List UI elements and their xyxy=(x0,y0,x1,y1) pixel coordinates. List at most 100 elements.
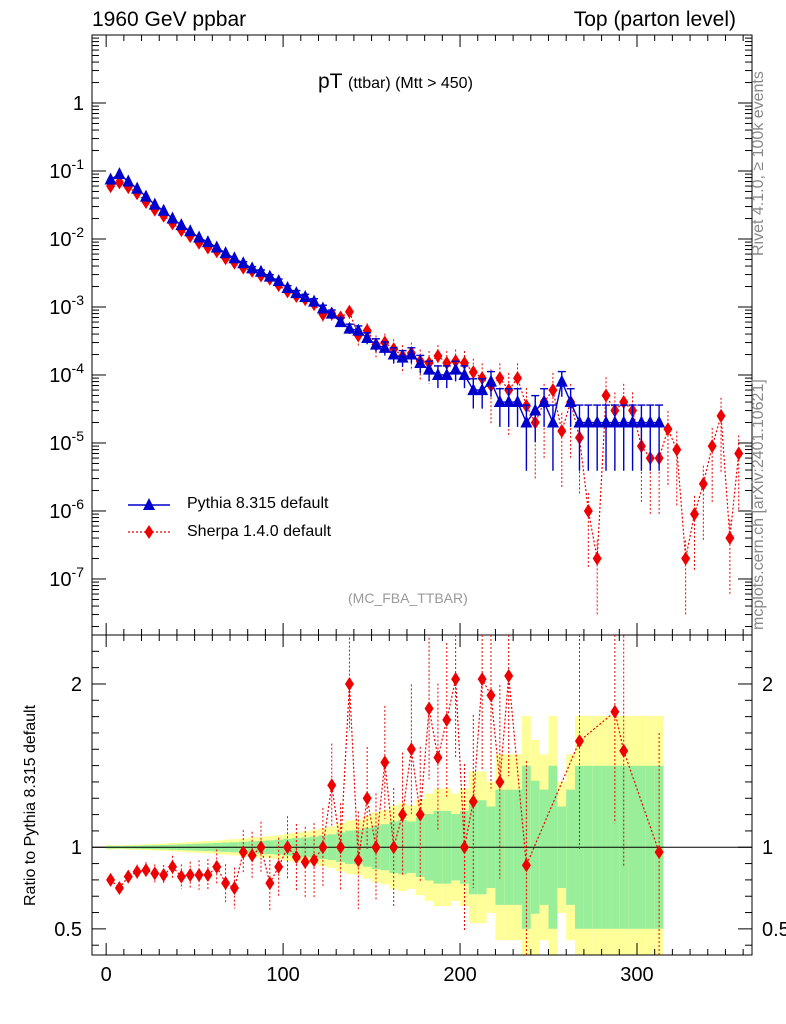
pythia-point xyxy=(210,240,223,253)
ratio-point xyxy=(141,863,151,878)
sherpa-point xyxy=(689,507,699,522)
pythia-point xyxy=(281,281,294,294)
ratio-point xyxy=(486,688,496,703)
y-tick-label: 10-4 xyxy=(49,360,84,387)
pythia-point xyxy=(361,330,374,343)
sherpa-point xyxy=(698,476,708,491)
ratio-point xyxy=(238,845,248,860)
pythia-point xyxy=(396,350,409,363)
ratio-point xyxy=(398,807,408,822)
legend-label-pythia: Pythia 8.315 default xyxy=(187,495,329,512)
pythia-point xyxy=(316,301,329,314)
chart-title-sub: (ttbar) (Mtt > 450) xyxy=(347,75,473,92)
pythia-point xyxy=(334,315,347,328)
sherpa-point xyxy=(725,531,735,546)
y-tick-label: 10-3 xyxy=(49,292,84,319)
pythia-point xyxy=(175,218,188,231)
sherpa-point xyxy=(672,442,682,457)
pythia-point xyxy=(201,235,214,248)
ratio-point xyxy=(265,876,275,891)
header-left: 1960 GeV ppbar xyxy=(92,8,247,31)
sherpa-point xyxy=(221,251,231,266)
pythia-point xyxy=(493,395,506,408)
pythia-point xyxy=(352,323,365,336)
ratio-point xyxy=(176,869,186,884)
ratio-point xyxy=(123,869,133,884)
pythia-point xyxy=(308,294,321,307)
sherpa-point xyxy=(557,424,567,439)
sherpa-point xyxy=(344,304,354,319)
ratio-point xyxy=(309,853,319,868)
ratio-y-tick-label-right: 0.5 xyxy=(762,919,786,941)
y-tick-label: 10-6 xyxy=(49,496,84,523)
y-tick-label: 10-5 xyxy=(49,428,84,455)
ratio-point xyxy=(203,868,213,882)
pythia-point xyxy=(166,211,179,224)
ratio-point xyxy=(371,840,381,855)
pythia-point xyxy=(184,224,197,237)
pythia-point xyxy=(440,367,453,380)
sherpa-point xyxy=(468,365,478,380)
pythia-point xyxy=(122,174,135,187)
pythia-point xyxy=(414,356,427,369)
ratio-point xyxy=(495,774,505,789)
pythia-point xyxy=(254,264,267,277)
sherpa-point xyxy=(716,408,726,423)
sherpa-point xyxy=(583,503,593,518)
pythia-point xyxy=(546,415,559,428)
y-tick-label: 10-7 xyxy=(49,564,84,591)
legend-marker-sherpa xyxy=(144,525,154,539)
ratio-point xyxy=(380,755,390,770)
pythia-point xyxy=(582,415,595,428)
header-right: Top (parton level) xyxy=(573,8,736,31)
legend-label-sherpa: Sherpa 1.4.0 default xyxy=(187,523,332,540)
pythia-point xyxy=(644,415,657,428)
x-tick-label: 0 xyxy=(101,964,112,986)
ratio-point xyxy=(168,859,178,874)
ratio-point xyxy=(362,791,372,806)
ratio-point xyxy=(318,840,328,855)
ratio-point xyxy=(619,743,629,758)
ratio-point xyxy=(424,701,434,716)
sherpa-line xyxy=(110,181,740,559)
pythia-point xyxy=(608,415,621,428)
pythia-point xyxy=(653,415,666,428)
ratio-point xyxy=(415,807,425,822)
ratio-point xyxy=(442,712,452,727)
pythia-point xyxy=(467,383,480,396)
y-tick-label: 10-1 xyxy=(49,156,84,183)
sherpa-point xyxy=(362,323,372,338)
ratio-point xyxy=(132,864,142,879)
pythia-point xyxy=(502,395,515,408)
pythia-point xyxy=(272,274,285,287)
pythia-point xyxy=(573,415,586,428)
ratio-point xyxy=(468,794,478,809)
ratio-point xyxy=(610,704,620,719)
y-tick-label: 1 xyxy=(73,93,84,115)
pythia-point xyxy=(325,306,338,319)
ratio-point xyxy=(433,750,443,765)
x-tick-label: 300 xyxy=(620,964,653,986)
ratio-y-tick-label-right: 1 xyxy=(762,837,773,859)
ratio-point xyxy=(150,866,160,881)
sherpa-point xyxy=(495,371,505,386)
ratio-panel-frame: 0 100 200 300 0.5 0.5 1 1 2 2 xyxy=(54,634,786,986)
ratio-point xyxy=(406,742,416,757)
pythia-point xyxy=(104,172,117,185)
pythia-point xyxy=(299,290,312,303)
pythia-point xyxy=(626,415,639,428)
ratio-point xyxy=(574,734,584,749)
pythia-point xyxy=(485,374,498,387)
pythia-point xyxy=(237,256,250,269)
pythia-point xyxy=(290,286,303,299)
sherpa-point xyxy=(663,422,673,437)
pythia-point xyxy=(157,203,170,216)
ratio-point xyxy=(459,840,469,855)
pythia-point xyxy=(369,337,382,350)
pythia-point xyxy=(511,395,524,408)
ratio-y-tick-label-right: 2 xyxy=(762,674,773,696)
pythia-point xyxy=(343,321,356,334)
sherpa-point xyxy=(707,439,717,454)
pythia-point xyxy=(600,415,613,428)
